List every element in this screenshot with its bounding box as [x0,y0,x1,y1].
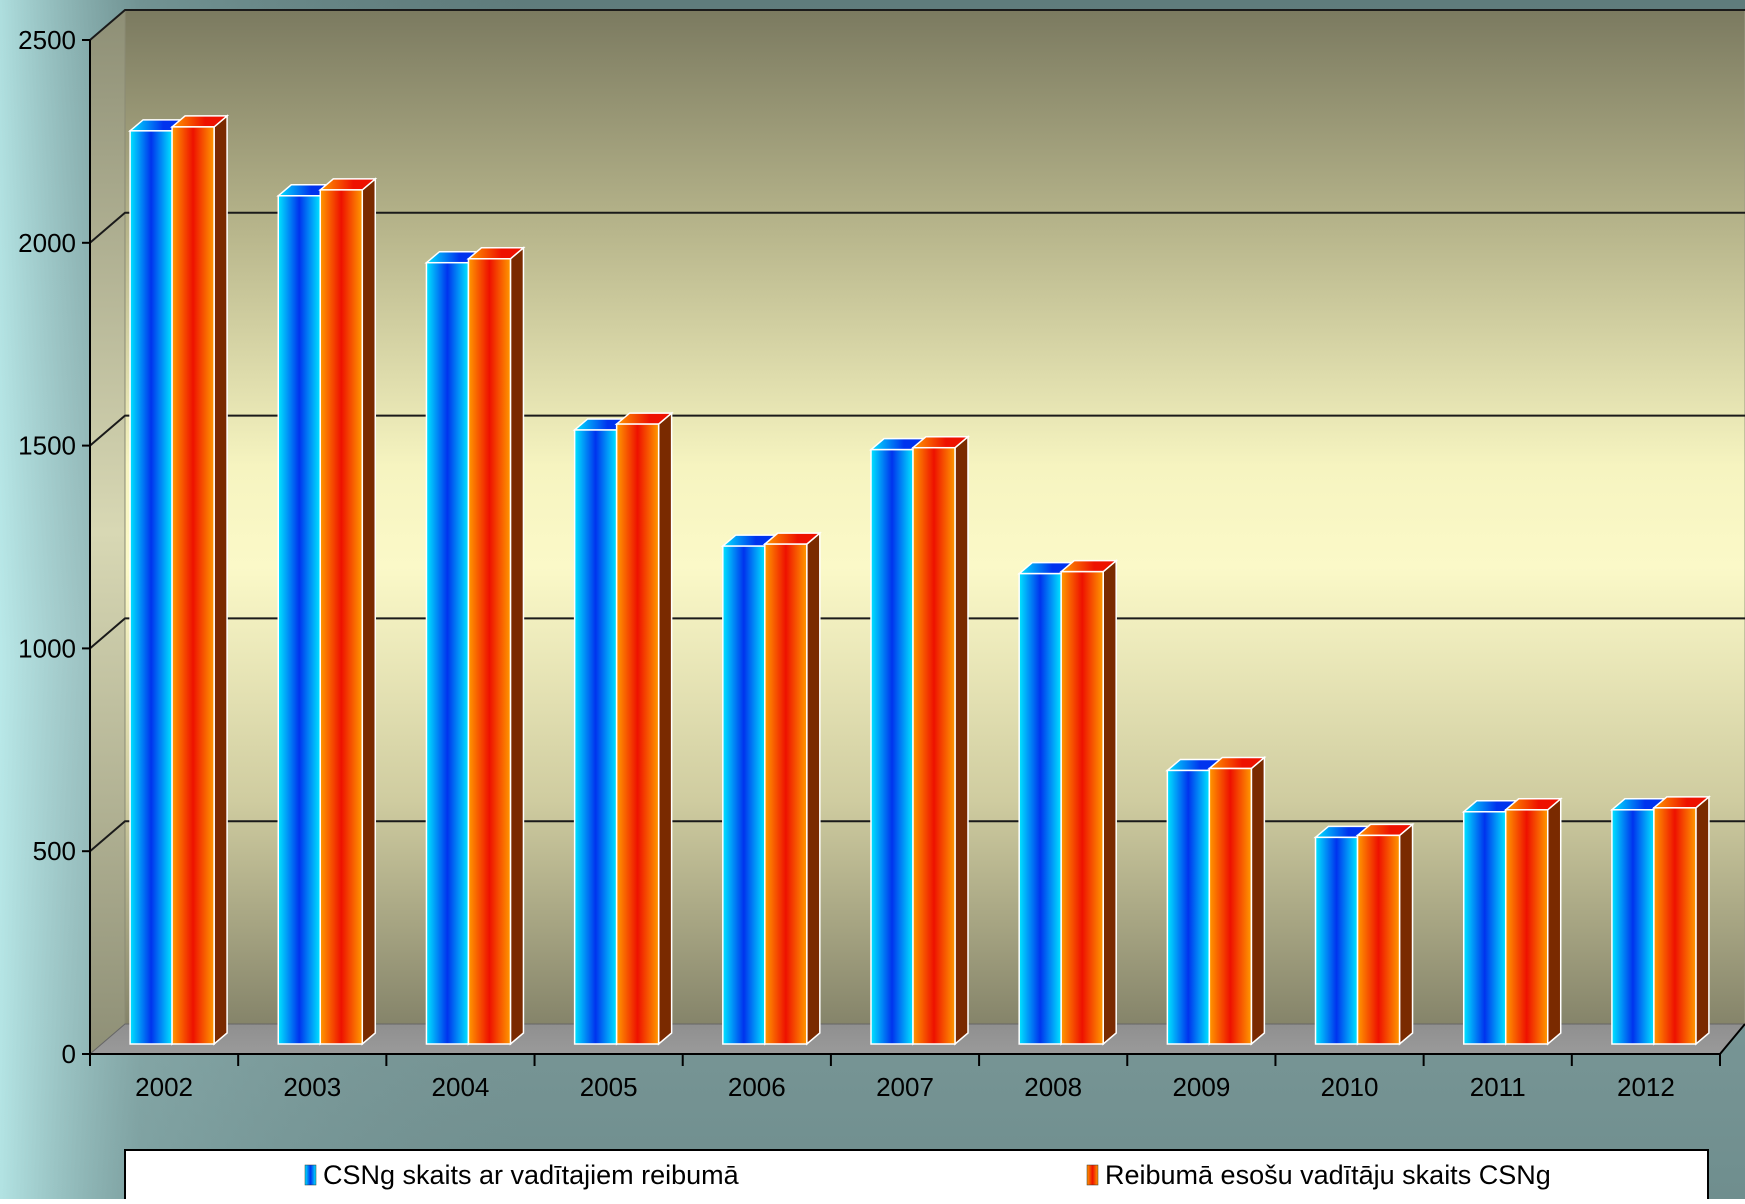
bar-front [467,258,512,1045]
bar-front [1611,809,1655,1045]
y-tick-label: 1000 [18,633,76,663]
bar-front [1060,570,1104,1045]
bar-front [1653,807,1697,1045]
bar-side [1695,795,1710,1046]
x-tick-label: 2012 [1617,1072,1675,1102]
x-tick-label: 2008 [1024,1072,1082,1102]
bar-front [1018,572,1062,1045]
gridline [89,414,1745,447]
floor-edge-line [1719,1023,1745,1055]
axes: 0 500 1000 1500 2000 2500 2002 2003 2004 2005 2006… [18,25,1745,1102]
y-tick-label: 1500 [18,431,76,461]
x-tick-label: 2011 [1470,1072,1526,1102]
bar-front [129,130,173,1045]
bar-side [806,531,821,1046]
bar-front [573,429,618,1045]
bar-2003-series-2 [318,177,378,1046]
bar-front [277,195,322,1045]
bar-front [1356,834,1401,1045]
gridline [89,9,1745,41]
bar-front [615,423,660,1045]
bars [128,114,1711,1046]
bar-2006-series-2 [762,531,822,1046]
x-tick-label: 2007 [876,1072,934,1102]
bar-2010-series-2 [1355,822,1415,1046]
bar-front [171,126,215,1045]
bar-2009-series-2 [1207,755,1267,1046]
bar-2012-series-1 [1609,797,1669,1046]
legend-label: CSNg skaits ar vadītajiem reibumā [323,1160,740,1190]
bar-front [764,543,808,1045]
bar-side [1102,559,1117,1046]
bar-front [425,261,470,1045]
bar-front [912,446,956,1045]
gridline [89,617,1745,650]
x-tick-label: 2009 [1172,1072,1230,1102]
y-tick-label: 0 [62,1039,76,1069]
gridline [89,211,1745,244]
bar-front [1208,767,1253,1045]
bar-side [1546,797,1562,1046]
bar-front [1462,811,1507,1045]
y-tick-label: 2000 [18,228,76,258]
bar-2011-series-2 [1503,797,1563,1046]
gridlines [89,9,1745,852]
legend-label: Reibumā esošu vadītāju skaits CSNg [1105,1160,1551,1190]
x-tick-label: 2004 [432,1072,490,1102]
bar-side [361,177,377,1046]
bar-front [1504,809,1549,1045]
bar-2004-series-2 [466,246,526,1046]
y-tick-label: 2500 [18,25,76,55]
x-tick-label: 2003 [283,1072,341,1102]
bar-2007-series-2 [910,435,971,1046]
bar-2005-series-2 [614,411,674,1046]
bar-front [319,189,364,1045]
side-wall [89,8,126,1056]
legend-box [124,1149,1709,1201]
bar-side [1398,822,1414,1046]
bar-front [1314,836,1359,1045]
bar-front [722,545,766,1045]
bar-front [870,448,914,1045]
x-tick-label: 2010 [1321,1072,1379,1102]
bar-side [1250,755,1266,1046]
x-tick-label: 2005 [580,1072,638,1102]
x-tick-label: 2006 [728,1072,786,1102]
bar-front [1166,769,1211,1045]
bar-2012-series-2 [1651,795,1711,1046]
bar-2002-series-2 [170,114,230,1046]
legend-swatch [1086,1164,1099,1186]
legend-swatch [304,1164,317,1186]
bar-2008-series-2 [1059,559,1119,1046]
bar-side [509,246,525,1046]
bar-side [954,435,969,1046]
y-tick-label: 500 [33,836,76,866]
legend: CSNg skaits ar vadītajiem reibumā Reibumā… [124,1149,1709,1201]
x-tick-label: 2002 [135,1072,193,1102]
bar-side [213,114,228,1046]
bar-side [657,411,673,1046]
